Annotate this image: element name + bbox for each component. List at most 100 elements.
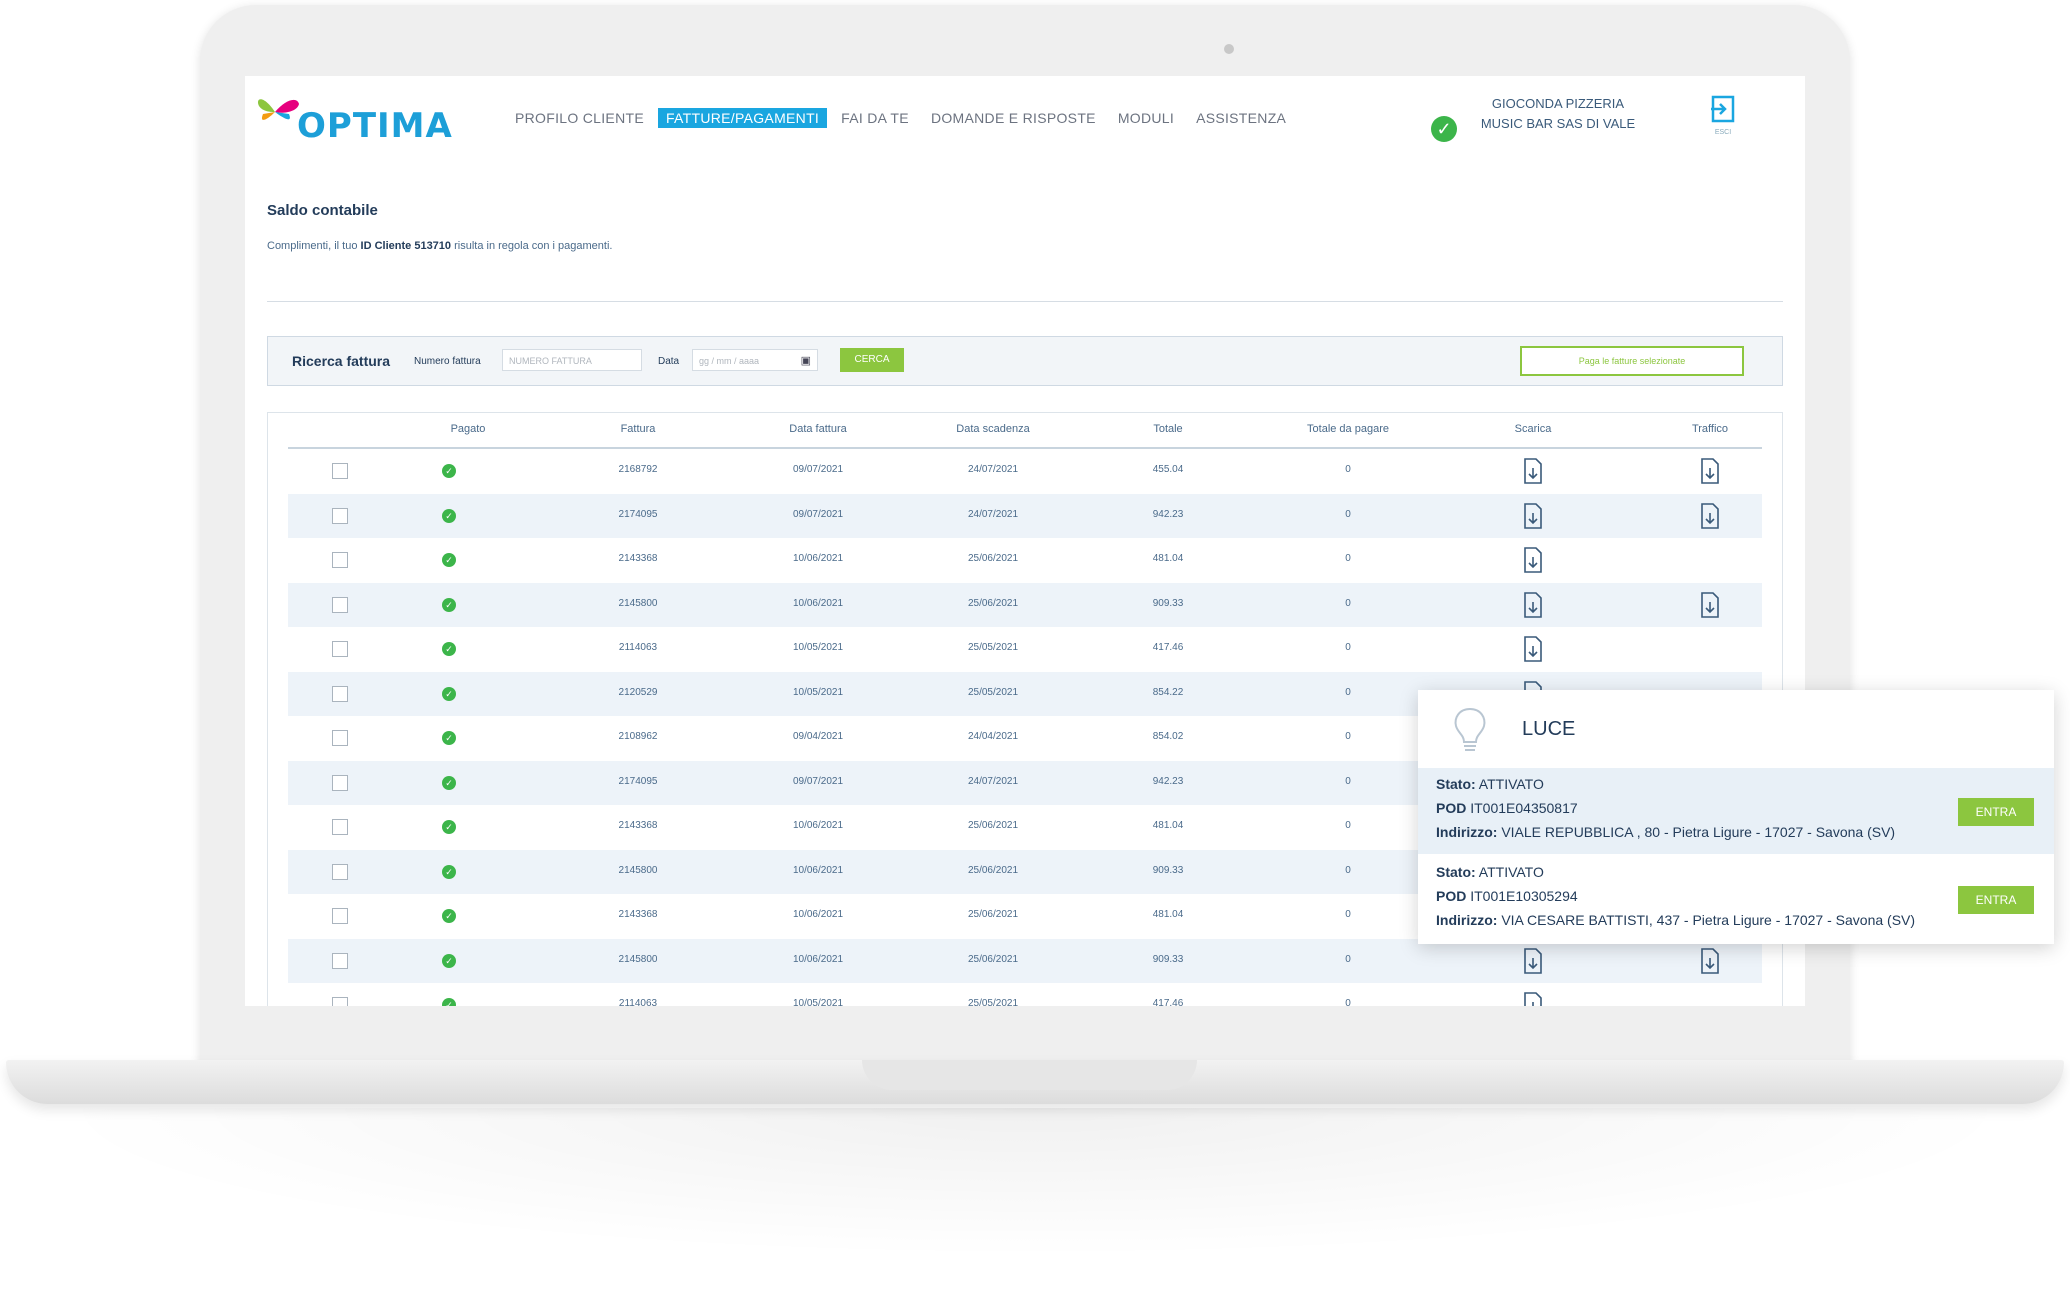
table-row: ✓ 2168792 09/07/2021 24/07/2021 455.04 0 xyxy=(288,449,1762,493)
invoice-date: 09/07/2021 xyxy=(792,464,844,475)
row-checkbox[interactable] xyxy=(332,819,348,835)
paid-check-icon: ✓ xyxy=(442,686,456,701)
row-checkbox[interactable] xyxy=(332,641,348,657)
download-document-icon[interactable] xyxy=(1523,947,1543,974)
nav-item-2[interactable]: FAI DA TE xyxy=(841,110,909,126)
supply-pod-label: POD xyxy=(1436,800,1467,816)
entra-button[interactable]: ENTRA xyxy=(1958,886,2034,914)
amount-due: 0 xyxy=(1345,731,1351,742)
download-document-icon[interactable] xyxy=(1523,458,1543,484)
due-date: 25/05/2021 xyxy=(967,642,1019,653)
download-document-icon[interactable] xyxy=(1523,992,1543,1006)
supply-address: Indirizzo: VIA CESARE BATTISTI, 437 - Pi… xyxy=(1436,912,1915,928)
due-date: 24/07/2021 xyxy=(967,464,1019,475)
calendar-icon[interactable]: ▣ xyxy=(800,355,811,367)
entra-button[interactable]: ENTRA xyxy=(1958,798,2034,826)
column-header: Totale da pagare xyxy=(1307,423,1389,435)
laptop-shadow xyxy=(40,1108,2030,1258)
logout-label: ESCI xyxy=(1714,129,1732,136)
download-document-icon[interactable] xyxy=(1523,547,1543,573)
data-input[interactable]: gg / mm / aaaa ▣ xyxy=(692,349,818,371)
nav-item-4[interactable]: MODULI xyxy=(1117,110,1175,126)
luce-panel: LUCE Stato: ATTIVATO POD IT001E04350817 In… xyxy=(1418,690,2054,944)
row-checkbox[interactable] xyxy=(332,463,348,479)
saldo-title: Saldo contabile xyxy=(267,202,378,219)
invoice-number: 2143368 xyxy=(618,909,658,920)
column-header: Traffico xyxy=(1691,423,1729,435)
column-header: Totale xyxy=(1153,423,1183,435)
table-row: ✓ 2108962 09/04/2021 24/04/2021 854.02 0 xyxy=(288,716,1762,760)
supply-status-label: Stato: xyxy=(1436,776,1476,792)
paid-check-icon: ✓ xyxy=(442,820,456,834)
nav-item-1[interactable]: FATTURE/PAGAMENTI xyxy=(657,108,828,128)
row-checkbox[interactable] xyxy=(332,596,348,613)
paid-check-icon: ✓ xyxy=(442,508,456,523)
invoice-date: 10/06/2021 xyxy=(792,820,844,831)
nav-item-3[interactable]: DOMANDE E RISPOSTE xyxy=(930,110,1096,126)
download-document-icon[interactable] xyxy=(1523,636,1543,662)
amount-due: 0 xyxy=(1345,820,1351,831)
paid-check-icon: ✓ xyxy=(442,909,456,923)
butterfly-logo-icon xyxy=(257,99,299,120)
invoice-date: 10/05/2021 xyxy=(792,998,844,1006)
download-document-icon[interactable] xyxy=(1523,502,1543,529)
amount-due: 0 xyxy=(1345,597,1351,609)
nav-item-0[interactable]: PROFILO CLIENTE xyxy=(515,110,644,126)
supply-pod-label: POD xyxy=(1436,888,1467,904)
supply-pod: POD IT001E04350817 xyxy=(1436,800,1578,816)
download-document-icon[interactable] xyxy=(1700,947,1720,974)
supply-pod-value: IT001E04350817 xyxy=(1470,800,1578,816)
saldo-text-before: Complimenti, il tuo xyxy=(267,240,361,252)
due-date: 25/06/2021 xyxy=(967,909,1019,920)
invoice-date: 09/04/2021 xyxy=(792,731,844,742)
search-button[interactable]: CERCA xyxy=(840,348,904,372)
optima-logo[interactable]: OPTIMA xyxy=(253,84,452,154)
nav-item-5[interactable]: ASSISTENZA xyxy=(1196,110,1287,126)
total: 942.23 xyxy=(1152,508,1184,520)
download-document-icon[interactable] xyxy=(1700,458,1720,484)
row-checkbox[interactable] xyxy=(332,507,348,524)
table-row: ✓ 2145800 10/06/2021 25/06/2021 909.33 0 xyxy=(288,582,1762,627)
supply-status: Stato: ATTIVATO xyxy=(1436,864,1544,880)
amount-due: 0 xyxy=(1345,998,1351,1006)
due-date: 24/04/2021 xyxy=(967,731,1019,742)
row-checkbox[interactable] xyxy=(332,774,348,791)
row-checkbox[interactable] xyxy=(332,552,348,568)
row-checkbox[interactable] xyxy=(332,908,348,924)
total: 481.04 xyxy=(1152,820,1184,831)
table-header: Pagato Fattura Data fattura Data scadenza To… xyxy=(288,413,1762,449)
account-name: GIOCONDA PIZZERIA MUSIC BAR SAS DI VALE xyxy=(1473,94,1643,134)
invoice-number: 2143368 xyxy=(618,553,658,564)
table-row: ✓ 2145800 10/06/2021 25/06/2021 909.33 0 xyxy=(288,938,1762,983)
supply-pod: POD IT001E10305294 xyxy=(1436,888,1578,904)
column-header: Fattura xyxy=(620,423,656,435)
numero-label: Numero fattura xyxy=(414,356,481,367)
numero-fattura-input[interactable]: NUMERO FATTURA xyxy=(502,349,642,371)
row-checkbox[interactable] xyxy=(332,685,348,702)
table-row: ✓ 2143368 10/06/2021 25/06/2021 481.04 0 xyxy=(288,538,1762,582)
logout-button[interactable]: ESCI xyxy=(1708,94,1738,138)
paid-check-icon: ✓ xyxy=(442,953,456,968)
row-checkbox[interactable] xyxy=(332,952,348,969)
invoice-date: 10/05/2021 xyxy=(792,642,844,653)
invoice-number: 2174095 xyxy=(618,508,658,520)
account-name-line2: MUSIC BAR SAS DI VALE xyxy=(1480,116,1636,131)
total: 909.33 xyxy=(1152,953,1184,965)
download-document-icon[interactable] xyxy=(1523,591,1543,618)
total: 854.02 xyxy=(1152,731,1184,742)
invoice-date: 10/06/2021 xyxy=(792,909,844,920)
pay-selected-button[interactable]: Paga le fatture selezionate xyxy=(1520,346,1744,376)
due-date: 25/05/2021 xyxy=(967,686,1019,698)
paid-check-icon: ✓ xyxy=(442,775,456,790)
invoice-number: 2145800 xyxy=(618,953,658,965)
download-document-icon[interactable] xyxy=(1700,591,1720,618)
column-header: Data scadenza xyxy=(956,423,1030,435)
row-checkbox[interactable] xyxy=(332,863,348,880)
row-checkbox[interactable] xyxy=(332,730,348,746)
invoice-table: Pagato Fattura Data fattura Data scadenza To… xyxy=(267,412,1783,1006)
amount-due: 0 xyxy=(1345,508,1351,520)
total: 909.33 xyxy=(1152,864,1184,876)
row-checkbox[interactable] xyxy=(332,997,348,1006)
table-row: ✓ 2114063 10/05/2021 25/05/2021 417.46 0 xyxy=(288,627,1762,671)
download-document-icon[interactable] xyxy=(1700,502,1720,529)
